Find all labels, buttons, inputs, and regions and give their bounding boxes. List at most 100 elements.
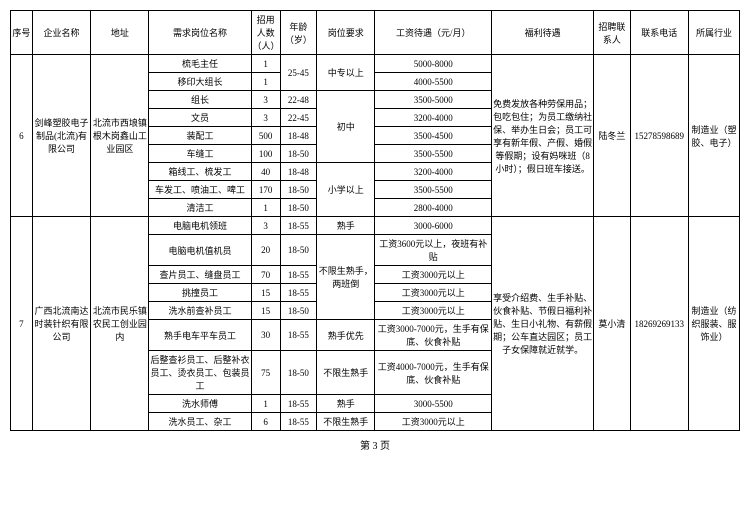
h-salary: 工资待遇（元/月） — [375, 11, 492, 55]
pos-cell: 熟手电车平车员工 — [149, 320, 251, 351]
num-cell: 500 — [251, 127, 280, 145]
age-cell: 18-50 — [280, 181, 316, 199]
num-cell: 3 — [251, 91, 280, 109]
age-cell: 18-50 — [280, 199, 316, 217]
company-cell: 广西北流南达时装针织有限公司 — [32, 217, 90, 431]
industry-cell: 制造业（塑胶、电子） — [688, 55, 739, 217]
h-address: 地址 — [91, 11, 149, 55]
age-cell: 18-50 — [280, 235, 316, 266]
pos-cell: 车缝工 — [149, 145, 251, 163]
pos-cell: 查片员工、缝盘员工 — [149, 266, 251, 284]
pos-cell: 洗水前查补员工 — [149, 302, 251, 320]
req-cell: 不限生熟手，两班倒 — [317, 235, 375, 320]
num-cell: 170 — [251, 181, 280, 199]
sal-cell: 3000-6000 — [375, 217, 492, 235]
num-cell: 1 — [251, 73, 280, 91]
contact-cell: 莫小清 — [594, 217, 630, 431]
sal-cell: 工资3000元以上 — [375, 266, 492, 284]
pos-cell: 挑撞员工 — [149, 284, 251, 302]
num-cell: 100 — [251, 145, 280, 163]
sal-cell: 2800-4000 — [375, 199, 492, 217]
num-cell: 3 — [251, 109, 280, 127]
sal-cell: 工资3000-7000元，生手有保底、伙食补贴 — [375, 320, 492, 351]
sal-cell: 3500-5000 — [375, 91, 492, 109]
seq-cell: 6 — [11, 55, 33, 217]
age-cell: 18-55 — [280, 284, 316, 302]
sal-cell: 3000-5500 — [375, 395, 492, 413]
pos-cell: 箱线工、梳发工 — [149, 163, 251, 181]
recruitment-table: 序号 企业名称 地址 需求岗位名称 招用人数（人） 年龄（岁） 岗位要求 工资待… — [10, 10, 740, 431]
age-cell: 18-48 — [280, 127, 316, 145]
sal-cell: 3200-4000 — [375, 163, 492, 181]
sal-cell: 4000-5500 — [375, 73, 492, 91]
h-benefit: 福利待遇 — [492, 11, 594, 55]
req-cell: 不限生熟手 — [317, 351, 375, 395]
company-cell: 剑峰塑胶电子制品(北流)有限公司 — [32, 55, 90, 217]
age-cell: 18-55 — [280, 320, 316, 351]
sal-cell: 工资3600元以上，夜班有补贴 — [375, 235, 492, 266]
age-cell: 18-50 — [280, 351, 316, 395]
age-cell: 18-55 — [280, 413, 316, 431]
h-req: 岗位要求 — [317, 11, 375, 55]
age-cell: 18-50 — [280, 302, 316, 320]
table-row: 7广西北流南达时装针织有限公司北流市民乐镇农民工创业园内电脑电机领班318-55… — [11, 217, 740, 235]
sal-cell: 5000-8000 — [375, 55, 492, 73]
pos-cell: 洗水员工、杂工 — [149, 413, 251, 431]
num-cell: 1 — [251, 55, 280, 73]
table-row: 6剑峰塑胶电子制品(北流)有限公司北流市西埌镇根木岗鑫山工业园区梳毛主任125-… — [11, 55, 740, 73]
addr-cell: 北流市民乐镇农民工创业园内 — [91, 217, 149, 431]
num-cell: 20 — [251, 235, 280, 266]
sal-cell: 工资3000元以上 — [375, 413, 492, 431]
sal-cell: 工资3000元以上 — [375, 302, 492, 320]
pos-cell: 后整查衫员工、后整补衣员工、烫衣员工、包装员工 — [149, 351, 251, 395]
pos-cell: 装配工 — [149, 127, 251, 145]
req-cell: 小学以上 — [317, 163, 375, 217]
tel-cell: 18269269133 — [630, 217, 688, 431]
h-number: 招用人数（人） — [251, 11, 280, 55]
num-cell: 70 — [251, 266, 280, 284]
h-seq: 序号 — [11, 11, 33, 55]
num-cell: 15 — [251, 284, 280, 302]
page-footer: 第 3 页 — [10, 437, 740, 452]
h-age: 年龄（岁） — [280, 11, 316, 55]
pos-cell: 电脑电机值机员 — [149, 235, 251, 266]
num-cell: 1 — [251, 199, 280, 217]
pos-cell: 车发工、喷油工、啤工 — [149, 181, 251, 199]
age-cell: 18-55 — [280, 266, 316, 284]
age-cell: 18-48 — [280, 163, 316, 181]
h-company: 企业名称 — [32, 11, 90, 55]
sal-cell: 3500-4500 — [375, 127, 492, 145]
age-cell: 22-48 — [280, 91, 316, 109]
h-contact: 招聘联系人 — [594, 11, 630, 55]
req-cell: 中专以上 — [317, 55, 375, 91]
sal-cell: 3200-4000 — [375, 109, 492, 127]
sal-cell: 工资4000-7000元，生手有保底、伙食补贴 — [375, 351, 492, 395]
benefit-cell: 免费发放各种劳保用品；包吃包住；为员工缴纳社保、举办生日会；员工可享有新年假、产… — [492, 55, 594, 217]
num-cell: 1 — [251, 395, 280, 413]
contact-cell: 陆冬兰 — [594, 55, 630, 217]
req-cell: 不限生熟手 — [317, 413, 375, 431]
pos-cell: 电脑电机领班 — [149, 217, 251, 235]
num-cell: 3 — [251, 217, 280, 235]
req-cell: 熟手 — [317, 395, 375, 413]
h-tel: 联系电话 — [630, 11, 688, 55]
pos-cell: 文员 — [149, 109, 251, 127]
h-industry: 所属行业 — [688, 11, 739, 55]
num-cell: 15 — [251, 302, 280, 320]
num-cell: 40 — [251, 163, 280, 181]
age-cell: 25-45 — [280, 55, 316, 91]
num-cell: 6 — [251, 413, 280, 431]
age-cell: 22-45 — [280, 109, 316, 127]
industry-cell: 制造业（纺织服装、服饰业） — [688, 217, 739, 431]
pos-cell: 移印大组长 — [149, 73, 251, 91]
req-cell: 熟手优先 — [317, 320, 375, 351]
pos-cell: 梳毛主任 — [149, 55, 251, 73]
req-cell: 熟手 — [317, 217, 375, 235]
num-cell: 75 — [251, 351, 280, 395]
header-row: 序号 企业名称 地址 需求岗位名称 招用人数（人） 年龄（岁） 岗位要求 工资待… — [11, 11, 740, 55]
seq-cell: 7 — [11, 217, 33, 431]
req-cell: 初中 — [317, 91, 375, 163]
pos-cell: 洗水师傅 — [149, 395, 251, 413]
tel-cell: 15278598689 — [630, 55, 688, 217]
benefit-cell: 享受介绍费、生手补贴、伙食补贴、节假日福利补贴、生日小礼物、有薪假期；公车直达园… — [492, 217, 594, 431]
